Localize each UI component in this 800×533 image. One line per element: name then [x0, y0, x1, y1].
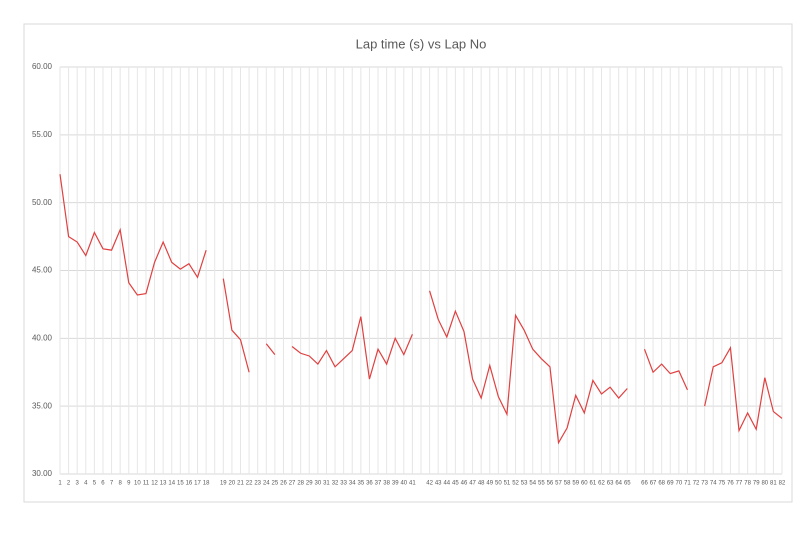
x-tick-label: 58 — [564, 481, 571, 487]
x-tick-label: 71 — [684, 481, 691, 487]
x-tick-label: 48 — [478, 481, 485, 487]
x-tick-label: 77 — [736, 481, 743, 487]
x-tick-label: 25 — [272, 481, 279, 487]
x-tick-label: 63 — [607, 481, 614, 487]
y-tick-label: 40.00 — [32, 333, 53, 342]
x-tick-label: 49 — [486, 481, 493, 487]
x-tick-label: 35 — [357, 481, 364, 487]
x-tick-label: 62 — [598, 481, 605, 487]
x-tick-label: 34 — [349, 481, 356, 487]
x-tick-label: 82 — [779, 481, 786, 487]
data-line — [59, 174, 783, 445]
x-tick-label: 66 — [641, 481, 648, 487]
x-tick-label: 14 — [168, 481, 175, 487]
x-tick-label: 68 — [658, 481, 665, 487]
x-tick-label: 51 — [504, 481, 511, 487]
chart-title: Lap time (s) vs Lap No — [356, 36, 487, 51]
y-tick-label: 60.00 — [32, 62, 53, 71]
x-tick-label: 28 — [297, 481, 304, 487]
x-tick-label: 53 — [521, 481, 528, 487]
x-tick-label: 41 — [409, 481, 416, 487]
x-tick-label: 10 — [134, 481, 141, 487]
x-tick-label: 72 — [693, 481, 700, 487]
x-tick-label: 24 — [263, 481, 270, 487]
x-tick-label: 64 — [615, 481, 622, 487]
x-tick-label: 12 — [151, 481, 158, 487]
x-tick-label: 23 — [254, 481, 261, 487]
y-tick-label: 45.00 — [32, 266, 53, 275]
x-tick-label: 13 — [160, 481, 167, 487]
x-tick-label: 73 — [701, 481, 708, 487]
x-tick-label: 27 — [289, 481, 296, 487]
x-tick-label: 21 — [237, 481, 244, 487]
x-tick-label: 29 — [306, 481, 313, 487]
x-tick-label: 37 — [375, 481, 382, 487]
x-tick-label: 39 — [392, 481, 399, 487]
x-tick-label: 16 — [186, 481, 193, 487]
x-tick-label: 30 — [315, 481, 322, 487]
x-tick-label: 79 — [753, 481, 760, 487]
x-tick-label: 45 — [452, 481, 459, 487]
x-tick-label: 26 — [280, 481, 287, 487]
x-tick-label: 76 — [727, 481, 734, 487]
x-tick-label: 81 — [770, 481, 777, 487]
x-tick-label: 67 — [650, 481, 657, 487]
x-tick-label: 2 — [67, 481, 71, 487]
x-tick-label: 6 — [101, 481, 105, 487]
x-tick-label: 31 — [323, 481, 330, 487]
x-tick-label: 1 — [58, 481, 62, 487]
x-tick-label: 65 — [624, 481, 631, 487]
x-tick-label: 42 — [426, 481, 433, 487]
x-tick-label: 74 — [710, 481, 717, 487]
x-tick-label: 60 — [581, 481, 588, 487]
y-tick-label: 50.00 — [32, 198, 53, 207]
x-tick-label: 57 — [555, 481, 562, 487]
x-tick-label: 15 — [177, 481, 184, 487]
y-tick-label: 55.00 — [32, 130, 53, 139]
y-tick-label: 35.00 — [32, 401, 53, 410]
x-tick-label: 55 — [538, 481, 545, 487]
x-tick-label: 59 — [572, 481, 579, 487]
x-tick-label: 20 — [229, 481, 236, 487]
x-tick-label: 18 — [203, 481, 210, 487]
x-tick-label: 7 — [110, 481, 114, 487]
x-tick-label: 5 — [93, 481, 97, 487]
x-tick-label: 40 — [400, 481, 407, 487]
chart-frame — [23, 23, 793, 503]
x-tick-label: 8 — [118, 481, 122, 487]
x-tick-label: 19 — [220, 481, 227, 487]
x-tick-label: 80 — [761, 481, 768, 487]
x-tick-label: 70 — [676, 481, 683, 487]
x-tick-label: 17 — [194, 481, 201, 487]
x-tick-label: 11 — [143, 481, 150, 487]
x-tick-label: 36 — [366, 481, 373, 487]
y-tick-label: 30.00 — [32, 469, 53, 478]
x-tick-label: 52 — [512, 481, 519, 487]
x-tick-label: 47 — [469, 481, 476, 487]
x-tick-label: 46 — [461, 481, 468, 487]
x-tick-label: 69 — [667, 481, 674, 487]
x-tick-label: 78 — [744, 481, 751, 487]
x-tick-label: 33 — [340, 481, 347, 487]
x-tick-label: 22 — [246, 481, 253, 487]
x-tick-label: 9 — [127, 481, 131, 487]
x-tick-label: 75 — [718, 481, 725, 487]
x-tick-label: 54 — [529, 481, 536, 487]
x-tick-label: 61 — [590, 481, 597, 487]
x-tick-label: 4 — [84, 481, 88, 487]
x-tick-label: 44 — [443, 481, 450, 487]
x-tick-label: 56 — [547, 481, 554, 487]
x-tick-label: 43 — [435, 481, 442, 487]
x-tick-label: 50 — [495, 481, 502, 487]
x-tick-label: 32 — [332, 481, 339, 487]
x-tick-label: 38 — [383, 481, 390, 487]
x-tick-label: 3 — [76, 481, 80, 487]
